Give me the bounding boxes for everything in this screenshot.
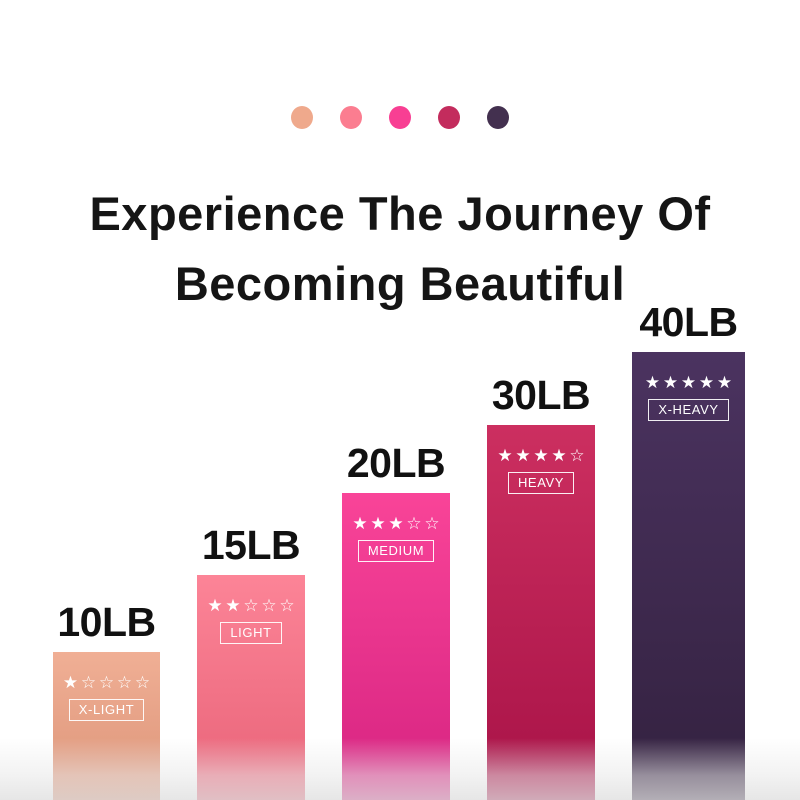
star-filled-icon: ★ [497,446,513,465]
dot-heavy [438,106,460,129]
bar: ★ ★ ★ ☆ ☆ MEDIUM [342,493,450,800]
bar: ★ ★ ★ ★ ★ X-HEAVY [632,352,745,800]
star-empty-icon: ☆ [243,596,259,615]
star-empty-icon: ☆ [261,596,277,615]
bar: ★ ★ ★ ★ ☆ HEAVY [487,425,595,800]
rating-stars: ★ ★ ★ ★ ☆ [497,447,586,464]
bar: ★ ★ ☆ ☆ ☆ LIGHT [197,575,305,800]
bar-value-label: 20LB [346,440,446,486]
bar-content: ★ ★ ★ ★ ★ X-HEAVY [632,374,745,421]
bar-value-label: 10LB [57,599,156,645]
headline-line-1: Experience The Journey Of [89,187,711,241]
star-filled-icon: ★ [352,514,368,533]
star-filled-icon: ★ [698,373,715,392]
star-filled-icon: ★ [680,373,697,392]
tier-badge: X-LIGHT [68,699,145,721]
bar-fill [632,352,745,800]
bar-value-label: 15LB [201,522,301,568]
bar-content: ★ ★ ☆ ☆ ☆ LIGHT [197,597,305,644]
rating-stars: ★ ★ ☆ ☆ ☆ [207,597,296,614]
star-filled-icon: ★ [370,514,386,533]
dot-x-light [291,106,313,129]
dot-medium [389,106,411,129]
bar-group-x-heavy[interactable]: 40LB ★ ★ ★ ★ ★ X-HEAVY [632,300,745,800]
star-empty-icon: ☆ [80,673,97,692]
bar-group-heavy[interactable]: 30LB ★ ★ ★ ★ ☆ HEAVY [487,373,595,800]
bar-group-medium[interactable]: 20LB ★ ★ ★ ☆ ☆ MEDIUM [342,441,450,800]
star-filled-icon: ★ [644,373,661,392]
star-filled-icon: ★ [207,596,223,615]
rating-stars: ★ ★ ★ ☆ ☆ [352,515,441,532]
star-filled-icon: ★ [62,673,79,692]
bar-content: ★ ☆ ☆ ☆ ☆ X-LIGHT [53,674,160,721]
star-filled-icon: ★ [225,596,241,615]
bar-content: ★ ★ ★ ★ ☆ HEAVY [487,447,595,494]
dot-x-heavy [487,106,509,129]
bar-value-label: 40LB [639,299,738,345]
rating-stars: ★ ☆ ☆ ☆ ☆ [62,674,151,691]
rating-stars: ★ ★ ★ ★ ★ [644,374,733,391]
star-empty-icon: ☆ [134,673,151,692]
bar-fill [487,425,595,800]
tier-badge: HEAVY [507,472,575,494]
star-filled-icon: ★ [551,446,567,465]
tier-badge: X-HEAVY [648,399,729,421]
star-filled-icon: ★ [533,446,549,465]
bar: ★ ☆ ☆ ☆ ☆ X-LIGHT [53,652,160,800]
color-swatch-dots [0,106,800,129]
star-empty-icon: ☆ [569,446,585,465]
star-empty-icon: ☆ [98,673,115,692]
star-empty-icon: ☆ [424,514,440,533]
dot-light [340,106,362,129]
tier-badge: MEDIUM [357,540,435,562]
page-title: Experience The Journey Of Becoming Beaut… [0,179,800,319]
star-filled-icon: ★ [716,373,733,392]
bar-content: ★ ★ ★ ☆ ☆ MEDIUM [342,515,450,562]
star-filled-icon: ★ [662,373,679,392]
star-empty-icon: ☆ [279,596,295,615]
bar-value-label: 30LB [491,372,591,418]
star-filled-icon: ★ [515,446,531,465]
star-empty-icon: ☆ [116,673,133,692]
bar-group-x-light[interactable]: 10LB ★ ☆ ☆ ☆ ☆ X-LIGHT [53,600,160,800]
bar-group-light[interactable]: 15LB ★ ★ ☆ ☆ ☆ LIGHT [197,523,305,800]
headline-line-2: Becoming Beautiful [174,257,626,311]
star-empty-icon: ☆ [406,514,422,533]
star-filled-icon: ★ [388,514,404,533]
tier-badge: LIGHT [220,622,282,644]
